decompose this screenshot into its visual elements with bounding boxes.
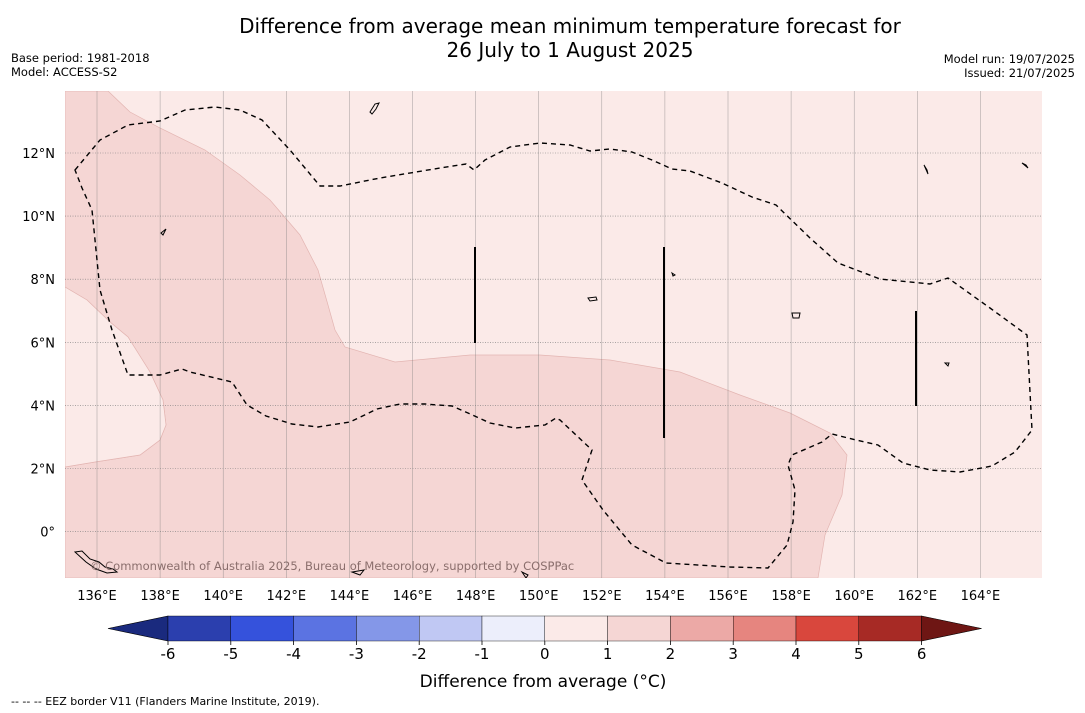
island-png-coast [73,550,119,574]
colorbar-label: Difference from average (°C) [420,672,667,692]
longitude-tick-labels: 136°E 138°E 140°E 142°E 144°E 146°E 148°E 150°E… [77,589,1000,604]
colorbar-label-text: Difference from average ( [420,672,640,692]
colorbar-swatch [607,615,671,642]
latitude-tick-labels: 12°N 10°N 8°N 6°N 4°N 2°N 0° [22,147,55,541]
longitude-label: 156°E [708,589,748,604]
colorbar-swatch [167,615,231,642]
title-line-2: 26 July to 1 August 2025 [446,38,694,62]
islands [73,102,1029,578]
island-misc-b [1021,162,1029,169]
eez-footnote: -- -- -- EEZ border V11 (Flanders Marine… [11,695,320,708]
model-run: Model run: 19/07/2025 [943,52,1075,66]
longitude-label: 158°E [771,589,811,604]
meridian-markers [474,247,917,438]
latitude-label: 10°N [22,210,55,225]
colorbar-label-unit: °C [639,672,659,692]
island-misc-c [923,164,929,175]
map-area: © Commonwealth of Australia 2025, Bureau… [65,91,1042,578]
colorbar: -6 -5 -4 -3 -2 -1 0 1 2 3 4 5 6 [107,615,982,663]
colorbar-swatch [544,615,608,642]
island-admiralty [350,569,366,576]
colorbar-tick-label: 2 [666,645,676,663]
longitude-label: 150°E [519,589,559,604]
island-guam [369,102,380,115]
longitude-label: 140°E [203,589,243,604]
island-kosrae [943,362,950,367]
colorbar-tick-label: -1 [475,645,490,663]
colorbar-swatch [419,615,483,642]
colorbar-tick-label: -5 [223,645,238,663]
longitude-label: 142°E [267,589,307,604]
colorbar-label-end: ) [660,672,667,692]
base-period: Base period: 1981-2018 [11,51,150,65]
latitude-label: 2°N [31,463,56,478]
colorbar-swatch [733,615,797,642]
colorbar-tick-label: 4 [791,645,801,663]
island-pohnpei [791,312,801,319]
copyright-watermark: © Commonwealth of Australia 2025, Bureau… [90,559,574,573]
latitude-label: 4°N [31,399,56,414]
colorbar-swatch [795,615,859,642]
colorbar-tick-label: 0 [540,645,550,663]
colorbar-tick-label: -2 [412,645,427,663]
longitude-label: 146°E [393,589,433,604]
colorbar-swatch [230,615,294,642]
meta-left: Base period: 1981-2018 Model: ACCESS-S2 [11,51,150,79]
colorbar-swatch [858,615,922,642]
latitude-label: 8°N [31,273,56,288]
colorbar-tick-label: -6 [161,645,176,663]
colorbar-extend-high [921,615,982,642]
longitude-label: 164°E [961,589,1001,604]
colorbar-extend-low [107,615,169,642]
island-new-ireland [520,570,529,578]
longitude-label: 152°E [582,589,622,604]
meta-right: Model run: 19/07/2025 Issued: 21/07/2025 [944,52,1075,80]
colorbar-tick-label: 6 [917,645,927,663]
model-name: Model: ACCESS-S2 [11,65,118,79]
colorbar-swatch [293,615,357,642]
island-misc-a [671,271,676,277]
longitude-label: 136°E [77,589,117,604]
longitude-label: 160°E [834,589,874,604]
colorbar-tick-label: 5 [854,645,864,663]
longitude-label: 148°E [456,589,496,604]
longitude-label: 144°E [330,589,370,604]
colorbar-swatch [356,615,420,642]
colorbar-tick-label: -3 [349,645,364,663]
anomaly-zone-0-1-west [65,286,167,468]
latitude-label: 12°N [22,147,55,162]
colorbar-swatch [481,615,545,642]
colorbar-tick-label: 3 [728,645,738,663]
eez-border-north [74,106,1033,569]
island-chuuk [587,296,598,302]
map-gridlines [65,91,1042,578]
longitude-label: 138°E [140,589,180,604]
colorbar-tick-label: 1 [603,645,613,663]
chart-title: Difference from average mean minimum tem… [0,14,1085,62]
longitude-label: 154°E [645,589,685,604]
colorbar-swatch [670,615,734,642]
latitude-label: 6°N [31,336,56,351]
colorbar-tick-label: -4 [286,645,301,663]
title-line-1: Difference from average mean minimum tem… [239,14,901,38]
island-yap [160,228,167,236]
longitude-label: 162°E [898,589,938,604]
latitude-label: 0° [40,526,55,541]
issued-date: Issued: 21/07/2025 [964,66,1075,80]
